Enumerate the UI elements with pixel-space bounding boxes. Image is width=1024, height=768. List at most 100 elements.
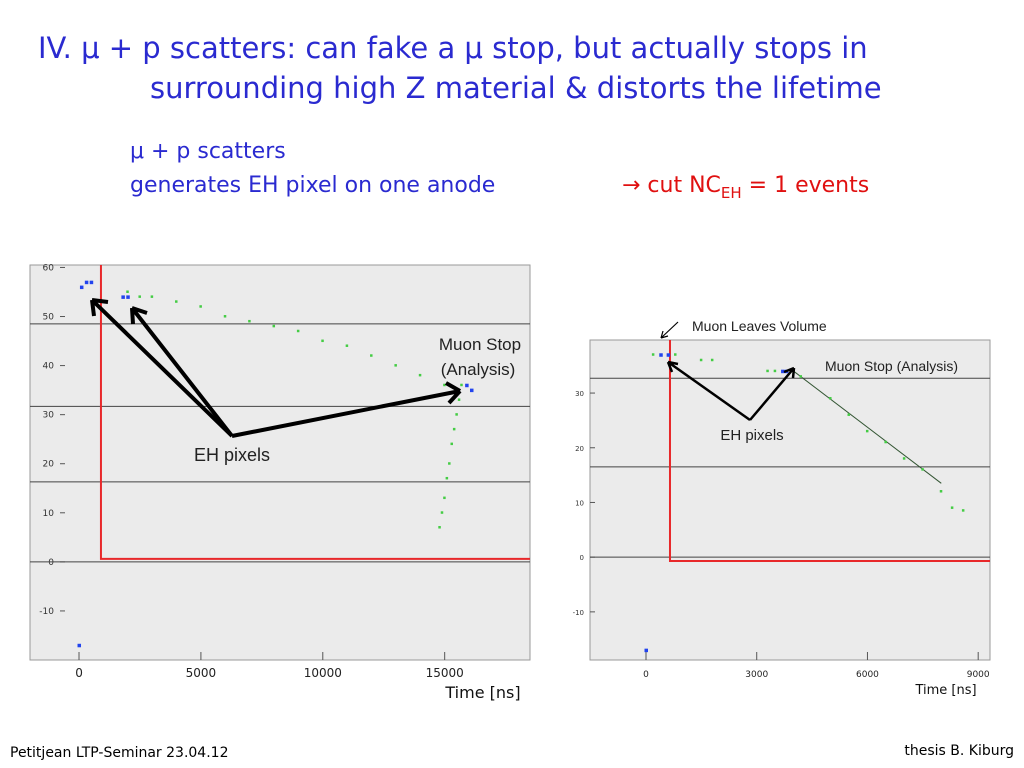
point xyxy=(773,369,777,373)
point xyxy=(884,440,887,444)
arrow xyxy=(749,366,796,421)
point xyxy=(950,506,954,509)
point xyxy=(469,388,474,393)
point xyxy=(175,300,178,303)
point xyxy=(457,398,461,401)
plot-area xyxy=(29,264,531,661)
arrow xyxy=(231,381,462,438)
point xyxy=(321,339,324,343)
x-tick-label: 0 xyxy=(643,670,649,680)
title-line: IV. μ + p scatters: can fake a μ stop, b… xyxy=(38,31,868,65)
point xyxy=(674,353,677,356)
point xyxy=(126,290,129,293)
point xyxy=(460,383,463,387)
point xyxy=(921,468,924,471)
arrow xyxy=(666,360,751,422)
point xyxy=(150,295,154,298)
cut-line xyxy=(99,265,530,560)
point xyxy=(829,397,832,400)
annotation: (Analysis) xyxy=(441,360,516,379)
annotation: EH pixels xyxy=(194,445,270,465)
x-tick-label: 6000 xyxy=(856,670,879,680)
y-tick-label: 10 xyxy=(575,499,584,507)
point xyxy=(121,295,125,299)
y-tick-label: 30 xyxy=(43,411,55,421)
point xyxy=(448,462,451,465)
point xyxy=(126,295,130,299)
cut-line xyxy=(668,340,990,562)
point xyxy=(418,373,422,377)
y-tick-label: 60 xyxy=(43,263,55,273)
point xyxy=(699,358,703,362)
fit-line xyxy=(793,370,942,484)
point xyxy=(799,375,803,378)
point xyxy=(766,369,769,373)
arrow xyxy=(660,321,679,339)
title-line: surrounding high Z material & distorts t… xyxy=(150,71,882,105)
cut-sub: EH xyxy=(721,184,742,202)
point xyxy=(847,413,851,416)
y-tick-label: -10 xyxy=(573,609,584,617)
point xyxy=(651,353,655,356)
point xyxy=(77,643,82,648)
arrow xyxy=(90,298,234,438)
plot-area xyxy=(589,339,991,661)
point xyxy=(223,315,227,318)
point xyxy=(199,305,202,308)
x-axis-label: Time [ns] xyxy=(444,683,520,702)
y-tick-label: -10 xyxy=(39,607,54,617)
x-tick-label: 5000 xyxy=(186,666,217,680)
point xyxy=(345,344,349,347)
subtitle-line: generates EH pixel on one anode xyxy=(130,173,495,198)
point xyxy=(394,364,397,367)
y-tick-label: 0 xyxy=(580,554,584,562)
point xyxy=(440,511,444,514)
point xyxy=(79,285,84,290)
point xyxy=(443,383,446,387)
point xyxy=(465,383,469,388)
point xyxy=(902,457,906,460)
point xyxy=(445,476,449,480)
x-tick-label: 9000 xyxy=(967,670,990,680)
cut-prefix: → cut NC xyxy=(622,173,721,198)
point xyxy=(138,295,141,298)
point xyxy=(370,354,373,357)
x-tick-label: 3000 xyxy=(745,670,768,680)
point xyxy=(455,413,458,416)
x-tick-label: 0 xyxy=(75,666,83,680)
y-tick-label: 40 xyxy=(43,362,55,372)
point xyxy=(644,648,648,653)
point xyxy=(452,427,456,431)
point xyxy=(781,369,785,374)
y-tick-label: 50 xyxy=(43,313,55,323)
subtitle-line: μ + p scatters xyxy=(130,139,286,164)
point xyxy=(272,324,276,328)
point xyxy=(710,358,714,362)
point xyxy=(659,353,663,357)
x-tick-label: 15000 xyxy=(426,666,464,680)
y-tick-label: 20 xyxy=(43,460,55,470)
point xyxy=(939,490,943,493)
annotation: Muon Stop (Analysis) xyxy=(825,358,958,374)
y-tick-label: 20 xyxy=(575,445,584,453)
annotation: EH pixels xyxy=(720,427,783,444)
arrow xyxy=(130,306,234,438)
point xyxy=(961,509,965,512)
point xyxy=(84,280,89,285)
charts: 60 50 40 30 20 10 0 -10 0 5000 10000 15000 Time [ns]… xyxy=(29,263,991,702)
y-tick-label: 30 xyxy=(575,390,584,398)
point xyxy=(666,353,671,357)
annotation: Muon Stop xyxy=(439,335,521,354)
x-tick-label: 10000 xyxy=(304,666,342,680)
point xyxy=(450,442,453,446)
arrows-right xyxy=(660,321,796,422)
point xyxy=(296,329,300,333)
footer-left: Petitjean LTP-Seminar 23.04.12 xyxy=(10,745,228,761)
point xyxy=(865,429,869,433)
x-axis-label: Time [ns] xyxy=(914,683,976,698)
y-tick-label: 0 xyxy=(48,558,54,568)
arrows xyxy=(90,298,462,438)
point xyxy=(248,319,251,323)
annotation: Muon Leaves Volume xyxy=(692,318,827,334)
